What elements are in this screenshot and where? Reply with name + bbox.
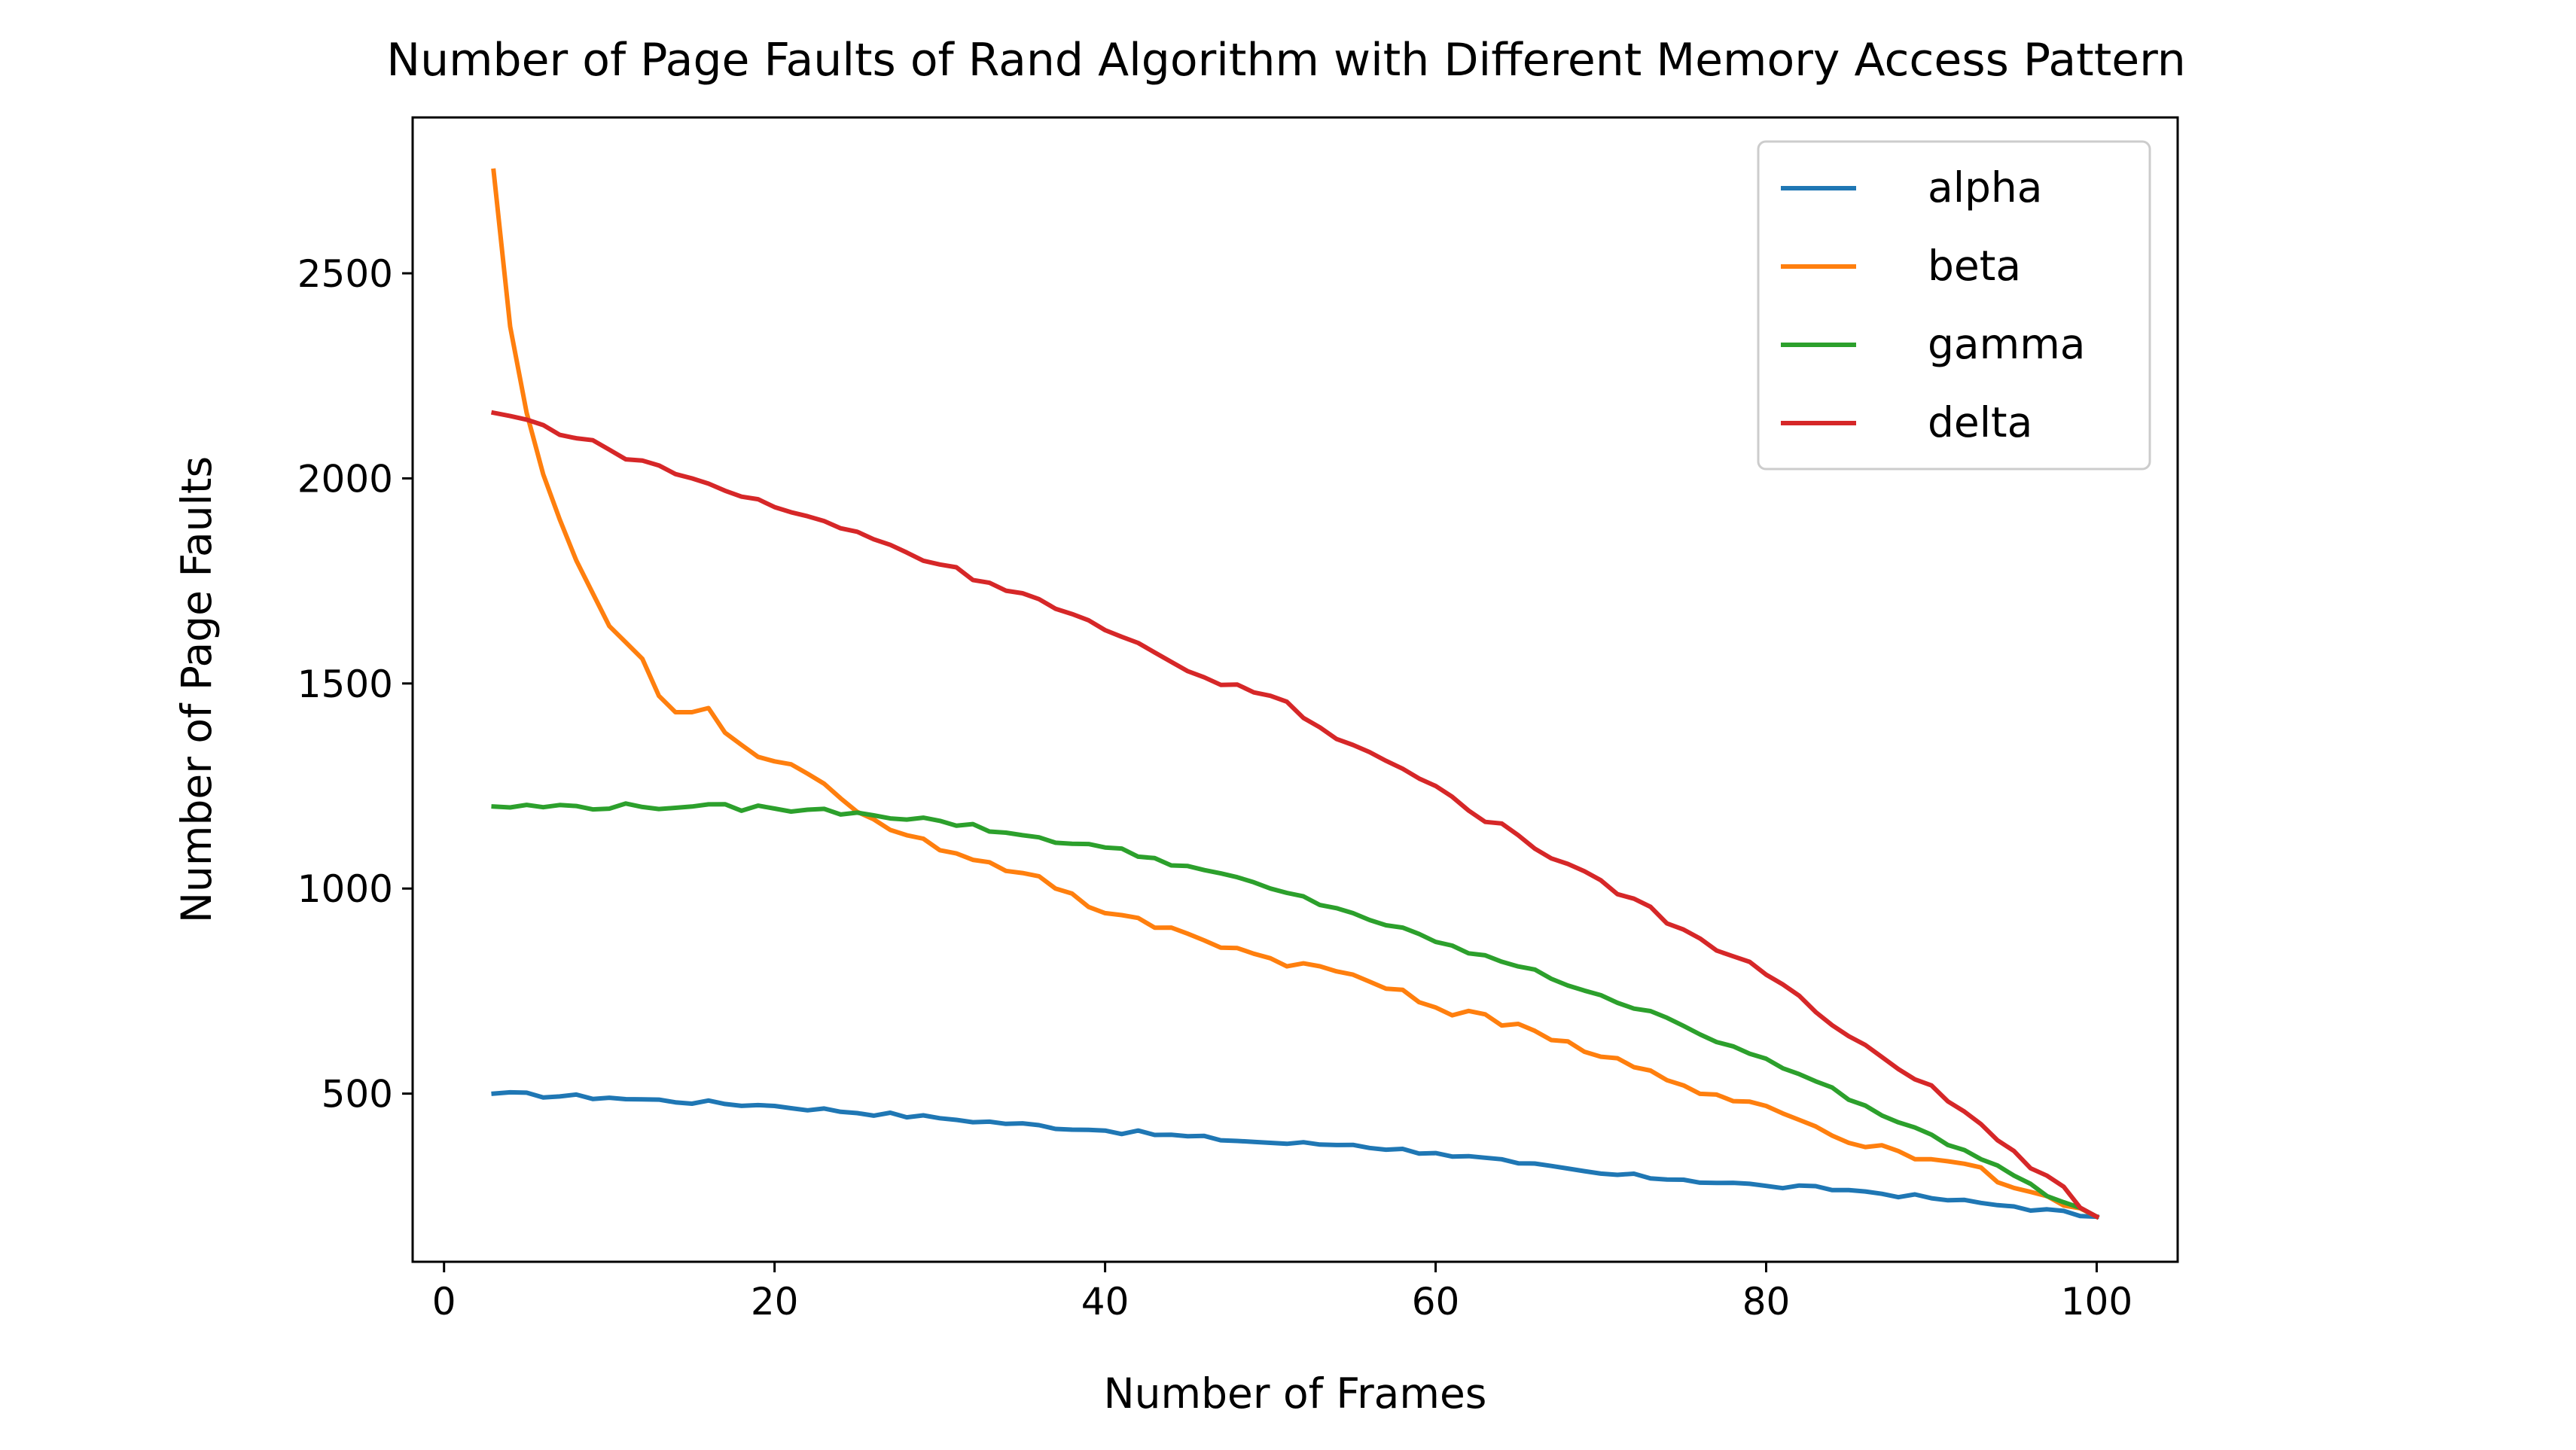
legend-label-alpha: alpha bbox=[1928, 163, 2042, 212]
data-series bbox=[490, 168, 2100, 1220]
y-tick-label: 2000 bbox=[297, 457, 393, 501]
x-tick-label: 20 bbox=[751, 1280, 799, 1324]
plot-area-frame bbox=[411, 116, 2179, 1263]
x-tick-label: 0 bbox=[432, 1280, 456, 1324]
y-tick-label: 1500 bbox=[297, 663, 393, 706]
y-axis-label: Number of Page Faults bbox=[172, 456, 221, 923]
series-line-beta bbox=[491, 168, 2100, 1220]
series-line-alpha bbox=[491, 1089, 2099, 1220]
y-tick-label: 500 bbox=[322, 1073, 393, 1116]
x-tick-label: 80 bbox=[1742, 1280, 1791, 1324]
x-axis-label: Number of Frames bbox=[1104, 1369, 1487, 1418]
legend: alpha beta gamma delta bbox=[1757, 140, 2151, 471]
legend-label-gamma: gamma bbox=[1928, 320, 2085, 368]
x-tick-label: 60 bbox=[1412, 1280, 1460, 1324]
chart-title: Number of Page Faults of Rand Algorithm … bbox=[386, 34, 2186, 87]
legend-frame bbox=[1757, 140, 2151, 471]
y-tick-label: 1000 bbox=[297, 867, 393, 911]
series-line-gamma bbox=[491, 801, 2100, 1220]
legend-label-beta: beta bbox=[1928, 242, 2021, 290]
y-tick-label: 2500 bbox=[297, 252, 393, 296]
series-line-delta bbox=[490, 410, 2100, 1220]
legend-label-delta: delta bbox=[1928, 398, 2032, 446]
axis-ticks: 0 20 40 60 80 100 500 1000 1500 2000 2500 bbox=[297, 252, 2132, 1324]
x-tick-label: 100 bbox=[2061, 1280, 2132, 1324]
x-tick-label: 40 bbox=[1081, 1280, 1129, 1324]
